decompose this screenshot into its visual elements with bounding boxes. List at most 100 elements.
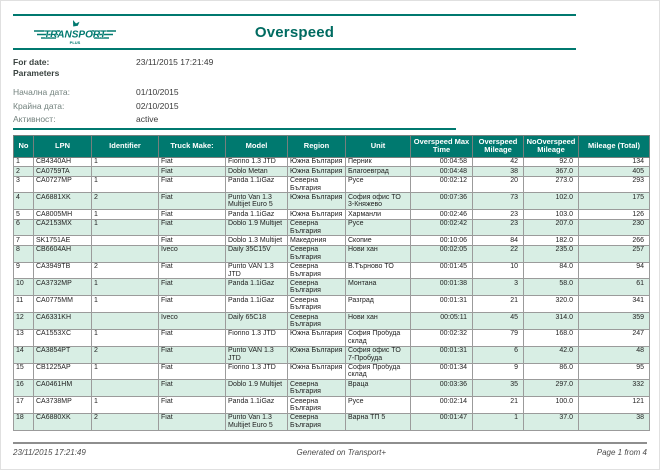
table-cell: Fiat (158, 278, 226, 297)
table-cell: 121 (578, 396, 650, 414)
table-cell: 2 (91, 412, 159, 431)
table-cell (91, 235, 159, 246)
table-cell: 2 (91, 345, 159, 364)
param-row-end-date: Крайна дата: 02/10/2015 (13, 101, 647, 111)
table-cell: Перник (345, 156, 411, 168)
table-cell: 23 (472, 209, 524, 220)
footer-page-number: Page 1 from 4 (596, 448, 647, 457)
table-cell: Южна България (287, 362, 346, 381)
table-cell: Fiat (158, 166, 226, 177)
table-cell (91, 166, 159, 177)
table-cell: 266 (578, 235, 650, 246)
table-cell: 1 (13, 156, 34, 168)
table-cell: Южна България (287, 209, 346, 220)
table-cell: CB6604AH (33, 244, 92, 263)
table-cell: Скопие (345, 235, 411, 246)
report-header: TRANSPORT PLUS Overspeed (13, 16, 576, 48)
table-cell: Южна България (287, 156, 346, 168)
table-cell: 42.0 (523, 345, 579, 364)
table-cell: Монтана (345, 278, 411, 297)
table-cell: Северна България (287, 312, 346, 330)
table-cell: Нови хан (345, 312, 411, 330)
table-cell: 22 (472, 244, 524, 263)
table-cell: Македония (287, 235, 346, 246)
table-cell: 100.0 (523, 396, 579, 414)
table-row: 10 CA3732MP 1 Fiat Panda 1.1iGaz Северна Бълг… (13, 278, 650, 297)
table-cell: Fiat (158, 328, 226, 347)
table-cell: Fiat (158, 345, 226, 364)
table-cell: 405 (578, 166, 650, 177)
table-cell: CB1225AP (33, 362, 92, 381)
table-cell: Panda 1.1iGaz (225, 295, 288, 314)
param-value: 01/10/2015 (136, 87, 179, 97)
table-cell: 00:01:45 (410, 261, 473, 280)
table-cell: 14 (13, 345, 34, 364)
overspeed-table: No LPN Identifier Truck Make: Model Region Uni… (13, 135, 650, 431)
table-cell: 168.0 (523, 328, 579, 347)
transport-logo-icon: TRANSPORT PLUS (34, 20, 116, 45)
table-cell: 293 (578, 175, 650, 194)
column-header: Model (225, 135, 288, 158)
table-cell: 00:01:34 (410, 362, 473, 381)
table-cell (91, 244, 159, 263)
table-cell: Южна България (287, 345, 346, 364)
table-cell: Daily 65C18 (225, 312, 288, 330)
table-cell: CA3854PT (33, 345, 92, 364)
column-header: No (13, 135, 34, 158)
table-cell: Iveco (158, 244, 226, 263)
table-cell: Fiat (158, 362, 226, 381)
transport-logo: TRANSPORT PLUS (33, 18, 117, 53)
table-cell: Fiat (158, 156, 226, 168)
column-header: Unit (345, 135, 411, 158)
table-cell: Fiorino 1.3 JTD (225, 328, 288, 347)
param-value: 02/10/2015 (136, 100, 179, 111)
table-row: 1 CB4340AH 1 Fiat Fiorino 1.3 JTD Южна Българ… (13, 156, 650, 168)
table-cell: Разград (345, 295, 411, 314)
table-row: 4 CA6881XK 2 Fiat Punto Van 1.3 Multijet Eur… (13, 192, 650, 211)
table-row: 16 CA0461HM Fiat Doblo 1.9 Multijet Северна … (13, 379, 650, 398)
parameters-label: Parameters (13, 68, 60, 78)
table-cell: 00:07:36 (410, 192, 473, 211)
table-cell: 00:02:05 (410, 244, 473, 263)
footer-generated-text: Generated on Transport+ (296, 448, 387, 457)
table-cell: Fiat (158, 396, 226, 414)
table-cell: 45 (472, 312, 524, 330)
table-cell: Северна България (287, 244, 346, 263)
table-cell: Южна България (287, 166, 346, 177)
column-header: NoOverspeed Mileage (523, 135, 579, 158)
table-cell: Punto VAN 1.3 JTD (225, 345, 288, 364)
header-top-rule (13, 14, 576, 16)
table-cell: Panda 1.1iGaz (225, 209, 288, 220)
logo-text: TRANSPORT (44, 30, 107, 41)
table-cell: Fiat (158, 379, 226, 398)
table-cell: 38 (472, 166, 524, 177)
table-cell: 92.0 (523, 156, 579, 168)
table-cell: 367.0 (523, 166, 579, 177)
table-cell: Panda 1.1iGaz (225, 278, 288, 297)
table-row: 2 CA0759TA Fiat Doblo Metan Южна България Бла… (13, 166, 650, 177)
table-cell: 332 (578, 379, 650, 398)
table-row: 8 CB6604AH Iveco Daily 35C15V Северна Българ… (13, 244, 650, 263)
table-cell (91, 379, 159, 398)
table-cell: Нови хан (345, 244, 411, 263)
table-cell: 8 (13, 244, 34, 263)
table-row: 17 CA3738MP 1 Fiat Panda 1.1iGaz Северна Бълг… (13, 396, 650, 414)
table-cell: 314.0 (523, 312, 579, 330)
table-cell: 235.0 (523, 244, 579, 263)
table-cell: 1 (91, 209, 159, 220)
table-cell: 126 (578, 209, 650, 220)
table-row: 14 CA3854PT 2 Fiat Punto VAN 1.3 JTD Южна Бъл… (13, 345, 650, 364)
table-cell: София Пробуда склад (345, 362, 411, 381)
table-cell: Северна България (287, 379, 346, 398)
table-cell: 79 (472, 328, 524, 347)
table-cell: 4 (13, 192, 34, 211)
table-cell: Fiorino 1.3 JTD (225, 156, 288, 168)
table-row: 7 SK1751AE Fiat Doblo 1.3 Multijet Македония… (13, 235, 650, 246)
report-meta: For date: 23/11/2015 17:21:49 Parameters… (13, 57, 647, 124)
table-cell: Варна ТП 5 (345, 412, 411, 431)
table-cell: 103.0 (523, 209, 579, 220)
logo-subtext: PLUS (70, 40, 81, 45)
table-cell: SK1751AE (33, 235, 92, 246)
table-cell: 297.0 (523, 379, 579, 398)
table-cell: 00:02:46 (410, 209, 473, 220)
